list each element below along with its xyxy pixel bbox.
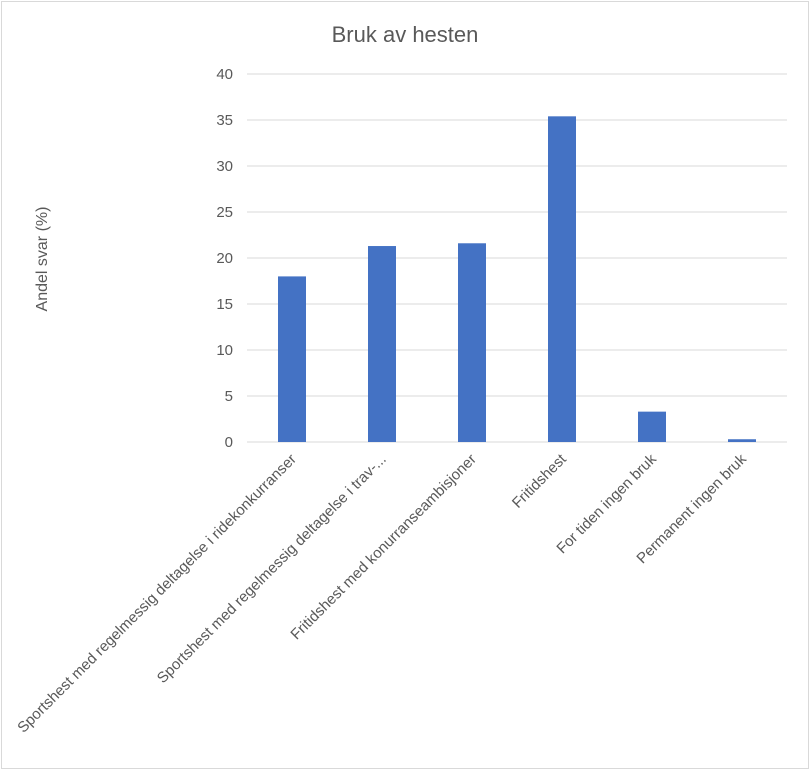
x-tick-label: Fritidshest xyxy=(509,450,571,512)
bar xyxy=(368,246,396,442)
bars xyxy=(278,116,756,442)
x-tick-label: Fritidshest med konurranseambisjoner xyxy=(287,451,479,643)
y-tick-labels: 0 5 10 15 20 25 30 35 40 xyxy=(216,66,233,451)
bar xyxy=(638,411,666,442)
y-tick-label: 5 xyxy=(225,388,233,405)
bar xyxy=(728,439,756,442)
y-tick-label: 25 xyxy=(216,204,233,221)
x-tick-labels: Sportshest med regelmessig deltagelse i … xyxy=(14,450,750,736)
y-tick-label: 0 xyxy=(225,434,233,451)
bar xyxy=(458,243,486,442)
y-tick-label: 30 xyxy=(216,158,233,175)
bar xyxy=(278,276,306,442)
y-tick-label: 35 xyxy=(216,112,233,129)
x-tick-label: For tiden ingen bruk xyxy=(553,450,660,557)
bar xyxy=(548,116,576,442)
y-tick-label: 10 xyxy=(216,342,233,359)
y-tick-label: 40 xyxy=(216,66,233,83)
gridlines xyxy=(247,73,787,443)
chart-title: Bruk av hesten xyxy=(332,22,479,47)
y-tick-label: 15 xyxy=(216,296,233,313)
y-tick-label: 20 xyxy=(216,250,233,267)
y-axis-label: Andel svar (%) xyxy=(34,207,51,312)
